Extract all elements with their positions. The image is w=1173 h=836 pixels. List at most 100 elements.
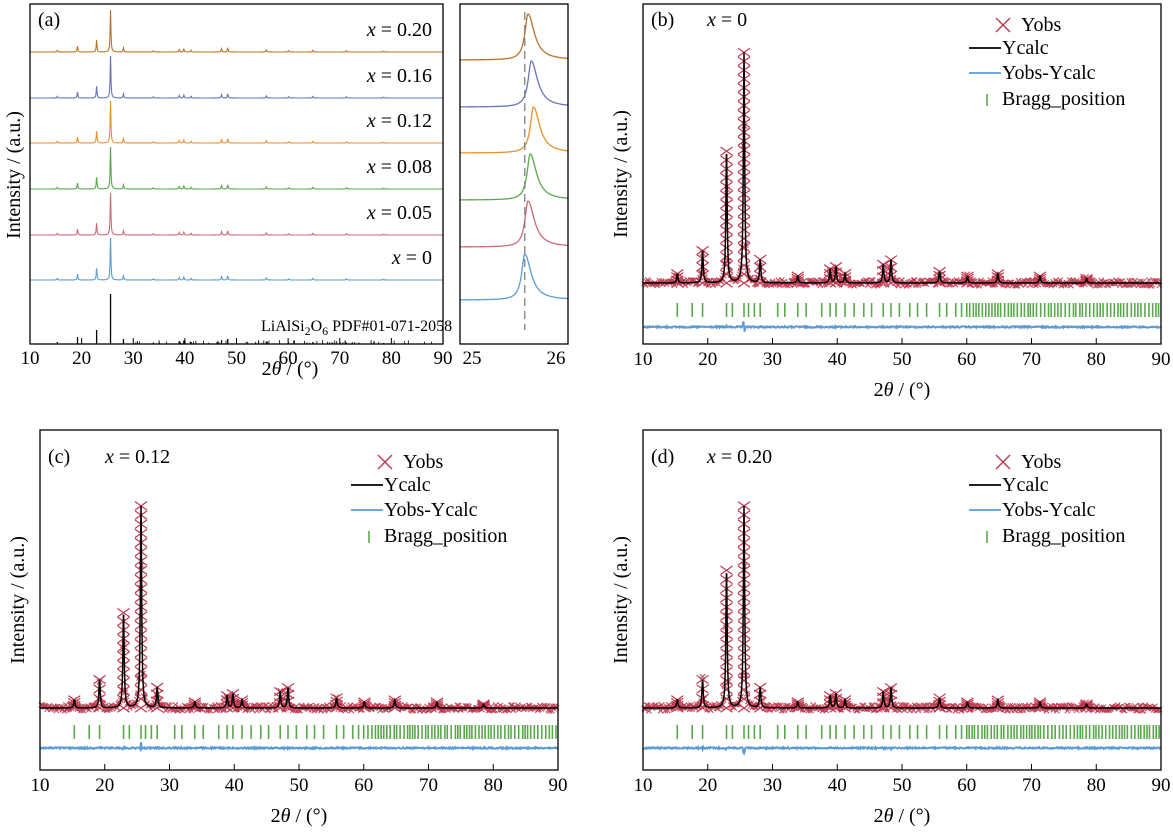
yobs-point (737, 278, 751, 288)
yobs-point (1033, 276, 1047, 286)
yobs-point (477, 701, 490, 712)
yobs-point (910, 277, 917, 284)
panel-a-sample-label: x = 0.20 (366, 19, 432, 41)
panel-a-sample-label: x = 0.05 (366, 202, 432, 224)
x-tick-label: 70 (1022, 349, 1041, 370)
panel-frame (642, 429, 1162, 771)
yobs-point (150, 703, 164, 713)
yobs-point (720, 260, 733, 271)
panel-a-x-tick-label: 10 (21, 348, 40, 369)
bragg-positions (73, 725, 557, 739)
yobs-point (884, 703, 898, 713)
x-tick-label: 70 (1022, 775, 1041, 796)
ycalc-line (642, 505, 1161, 709)
yobs-point (117, 659, 130, 670)
yobs-point (884, 278, 898, 288)
panel-a-inset-pattern-line (460, 60, 569, 108)
panel-a-sample-label: x = 0.16 (366, 65, 432, 87)
yobs-point (753, 703, 767, 713)
yobs-point (1080, 278, 1093, 288)
yobs-point (720, 278, 733, 288)
yobs-point (791, 275, 805, 286)
yobs-point (410, 707, 417, 714)
yobs-point (330, 703, 343, 713)
legend-ycalc-label: Ycalc (1002, 474, 1049, 496)
x-axis-label: 2θ / (°) (874, 805, 931, 827)
panel-title: x = 0.20 (706, 446, 772, 468)
yobs-point (1033, 701, 1047, 711)
yobs-point (737, 684, 751, 695)
yobs-point (134, 666, 148, 676)
yobs-point (1145, 277, 1152, 284)
yobs-point (172, 701, 179, 708)
y-axis-label: Intensity / (a.u.) (610, 536, 632, 664)
yobs-point (188, 701, 202, 711)
yobs-point (707, 707, 714, 714)
yobs-point (933, 278, 946, 288)
x-tick-label: 20 (95, 775, 114, 796)
x-tick-label: 50 (893, 775, 912, 796)
x-tick-label: 60 (354, 775, 373, 796)
yobs-point (696, 262, 709, 272)
panel-a-sample-label: x = 0.08 (366, 156, 432, 178)
yobs-point (753, 696, 767, 706)
yobs-point (922, 702, 929, 709)
panel-a: (a) x = 0.20x = 0.16x = 0.12x = 0.08x = … (3, 3, 453, 380)
x-axis-label: 2θ / (°) (874, 379, 931, 401)
yobs-point (134, 638, 148, 649)
bragg-positions (676, 303, 1160, 317)
yobs-point (737, 233, 751, 244)
yobs-point (134, 657, 148, 667)
legend-diff-label: Yobs-Ycalc (1002, 62, 1096, 84)
yobs-point (117, 685, 130, 696)
yobs-point (869, 701, 876, 709)
panel-a-pattern-line (30, 192, 443, 236)
yobs-point (737, 251, 751, 262)
yobs-point (696, 693, 709, 704)
yobs-point (737, 189, 751, 199)
y-axis-label: Intensity / (a.u.) (610, 110, 632, 238)
x-tick-label: 60 (957, 775, 976, 796)
panel-a-reference-label: LiAlSi2O6 PDF#01-071-2058 (261, 318, 452, 338)
yobs-point (753, 280, 760, 288)
yobs-point (753, 278, 767, 288)
panel-a-pattern-line (30, 55, 443, 99)
x-tick-label: 30 (160, 775, 179, 796)
yobs-point (781, 707, 788, 714)
panel-a-x-tick-label: 40 (175, 348, 194, 369)
yobs-point (546, 707, 553, 714)
panel-a-plot-area (30, 9, 443, 344)
yobs-point (281, 703, 295, 713)
x-tick-label: 90 (549, 775, 568, 796)
yobs-point (720, 565, 733, 575)
yobs-point (791, 278, 805, 288)
legend-bragg-label: Bragg_position (384, 525, 507, 547)
yobs-point (961, 275, 974, 286)
yobs-point (134, 629, 148, 640)
yobs-point (737, 162, 751, 173)
yobs-point (737, 242, 751, 253)
panel-frame (39, 429, 559, 771)
panel-a-inset-pattern-line (460, 13, 569, 61)
yobs-point (134, 611, 148, 621)
yobs-point (720, 703, 733, 713)
yobs-point (720, 146, 733, 156)
x-tick-label: 70 (419, 775, 438, 796)
yobs-point (134, 684, 148, 695)
yobs-point (253, 707, 260, 714)
ycalc-line (40, 505, 558, 709)
yobs-point (134, 675, 148, 686)
panel-a-y-axis-label: Intensity / (a.u.) (3, 111, 25, 239)
yobs-point (720, 648, 733, 658)
yobs-point (933, 703, 946, 713)
panel-a-x-tick-label: 90 (434, 348, 453, 369)
panel-a-pattern-line (30, 100, 443, 144)
panel-a-inset-pattern-line (459, 153, 569, 201)
yobs-point (737, 180, 751, 191)
yobs-point (720, 675, 733, 686)
yobs-points (641, 47, 1163, 290)
panel-a-inset-pattern-line (460, 106, 569, 154)
panel-title: x = 0.12 (104, 446, 170, 468)
